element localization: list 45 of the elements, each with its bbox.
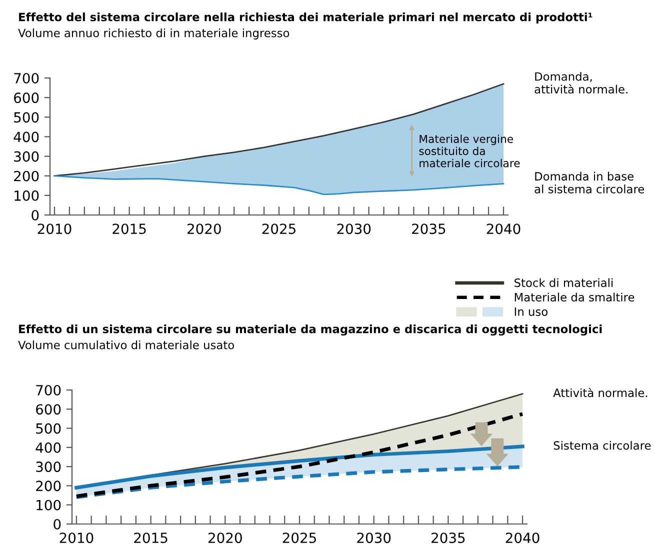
x-tick-label: 2015 bbox=[134, 532, 168, 544]
y-tick-label: 300 bbox=[36, 462, 61, 472]
y-tick-label: 300 bbox=[14, 151, 39, 162]
y-tick-label: 700 bbox=[14, 72, 39, 84]
x-tick-label: 2020 bbox=[188, 224, 221, 234]
text: Sistema circolare bbox=[554, 440, 651, 450]
y-tick-label: 100 bbox=[36, 500, 61, 510]
line-series bbox=[54, 175, 504, 196]
annotation: Materiale vergine sostituito da materiale circolare bbox=[419, 134, 520, 168]
text: Domanda in base al sistema circolare bbox=[534, 172, 644, 194]
y-tick-label: 600 bbox=[14, 92, 39, 104]
y-tick-label: 500 bbox=[14, 112, 39, 123]
chart-subtitle: Volume annuo richiesto di in materiale ingresso bbox=[18, 28, 290, 40]
x-tick-label: 2040 bbox=[486, 224, 520, 234]
line-series bbox=[74, 444, 524, 490]
legend-label: Materiale da smaltire bbox=[514, 292, 634, 302]
chart-title: Effetto del sistema circolare nella richiesta dei materiale primari nel mercato di prodotti¹ bbox=[19, 12, 592, 24]
chart-subtitle: Volume cumulativo di materiale usato bbox=[18, 340, 234, 350]
line-series bbox=[74, 412, 524, 498]
y-tick-label: 500 bbox=[36, 423, 61, 434]
text: In uso bbox=[514, 307, 548, 316]
legend-label: Stock di materiali bbox=[514, 278, 613, 288]
x-tick-label: 2025 bbox=[262, 224, 296, 234]
x-tick-label: 2035 bbox=[432, 532, 465, 544]
x-tick-label: 2025 bbox=[282, 532, 316, 544]
y-tick-label: 400 bbox=[36, 442, 61, 453]
x-tick-label: 2035 bbox=[412, 224, 446, 234]
chart-title: Effetto di un sistema circolare su materiale da magazzino e discarica di oggetti tecnologici bbox=[19, 324, 602, 336]
x-tick-label: 2030 bbox=[357, 532, 391, 544]
y-tick-label: 100 bbox=[14, 190, 39, 201]
x-tick-label: 2020 bbox=[208, 532, 242, 544]
y-tick-label: 0 bbox=[32, 210, 39, 220]
text: Attività normale. bbox=[553, 388, 648, 398]
y-tick-label: 700 bbox=[36, 384, 61, 396]
y-tick-label: 600 bbox=[36, 404, 61, 415]
x-tick-label: 2030 bbox=[337, 224, 371, 234]
x-tick-label: 2010 bbox=[60, 532, 94, 544]
x-tick-label: 2010 bbox=[38, 224, 72, 234]
y-tick-label: 400 bbox=[14, 132, 39, 142]
x-tick-label: 2040 bbox=[506, 532, 540, 544]
y-tick-label: 200 bbox=[14, 170, 39, 182]
y-tick-label: 200 bbox=[36, 480, 61, 492]
x-tick-label: 2015 bbox=[112, 224, 146, 234]
text: Domanda, attività normale. bbox=[534, 72, 628, 94]
y-tick-label: 0 bbox=[54, 518, 61, 530]
